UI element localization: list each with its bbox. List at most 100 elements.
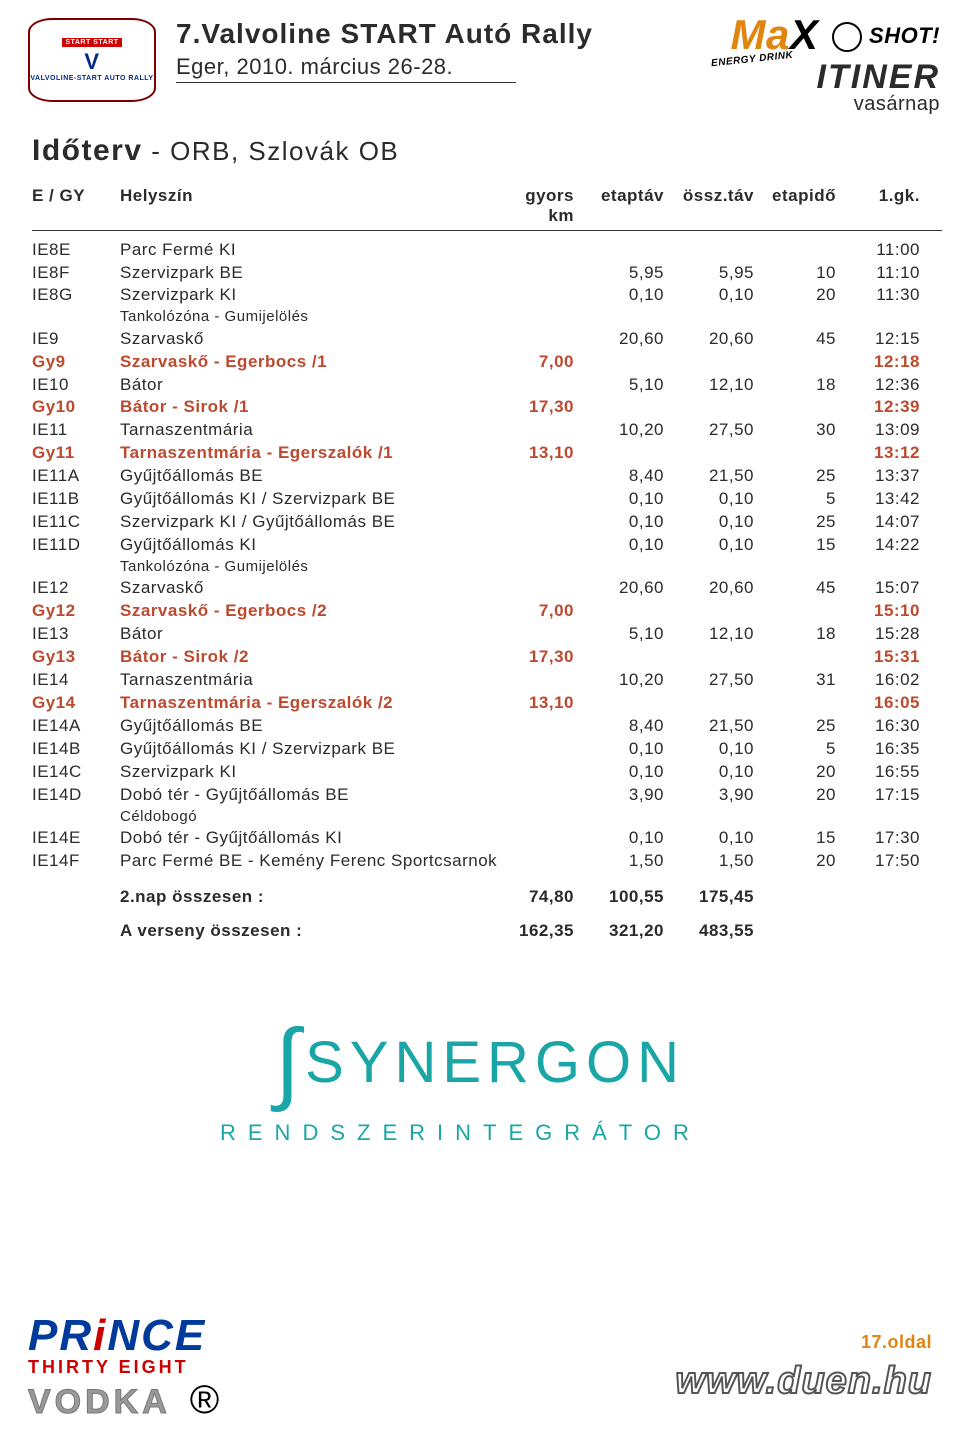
cell-gy	[500, 761, 590, 784]
rally-logo: START START V VALVOLINE-START AUTO RALLY	[28, 18, 156, 102]
cell-et: 0,10	[590, 827, 680, 850]
cell-gk: 11:30	[850, 284, 920, 307]
logo-v: V	[84, 49, 99, 75]
table-body: IE8EParc Fermé KI11:00IE8FSzervizpark BE…	[32, 239, 942, 873]
cell-os	[680, 692, 770, 715]
cell-os: 1,50	[680, 850, 770, 873]
table-row: IE11BGyűjtőállomás KI / Szervizpark BE0,…	[32, 488, 942, 511]
synergon-name: SYNERGON	[305, 1029, 685, 1096]
cell-loc: Gyűjtőállomás BE	[120, 715, 500, 738]
cell-loc: Szarvaskő	[120, 328, 500, 351]
cell-gk: 15:10	[850, 600, 920, 623]
itiner-logo: ITINER	[817, 58, 940, 97]
table-row: IE13Bátor5,1012,101815:28	[32, 623, 942, 646]
shot-logo: SHOT!	[832, 22, 940, 52]
cell-gy	[500, 374, 590, 397]
cell-loc: Gyűjtőállomás BE	[120, 465, 500, 488]
cell-code: IE14F	[32, 850, 120, 873]
cell-gy	[500, 284, 590, 307]
cell-gk: 17:50	[850, 850, 920, 873]
prince-logo: PRiNCE	[28, 1311, 932, 1361]
cell-gk: 16:55	[850, 761, 920, 784]
cell-et	[590, 600, 680, 623]
cell-ei: 18	[770, 374, 850, 397]
cell-os: 5,95	[680, 262, 770, 285]
cell-code: IE14E	[32, 827, 120, 850]
cell-ei	[770, 692, 850, 715]
table-row: IE11Tarnaszentmária10,2027,503013:09	[32, 419, 942, 442]
cell-gy	[500, 488, 590, 511]
cell-os	[680, 646, 770, 669]
cell-et: 0,10	[590, 284, 680, 307]
cell-os	[680, 442, 770, 465]
cell-ei: 25	[770, 465, 850, 488]
cell-et	[590, 646, 680, 669]
cell-gy	[500, 534, 590, 557]
cell-et	[590, 351, 680, 374]
cell-gk: 17:15	[850, 784, 920, 807]
row-note: Tankolózóna - Gumijelölés	[120, 557, 942, 577]
cell-gk: 13:42	[850, 488, 920, 511]
cell-loc: Szarvaskő - Egerbocs /1	[120, 351, 500, 374]
cell-gk: 16:30	[850, 715, 920, 738]
table-header: E / GY Helyszín gyors km etaptáv össz.tá…	[32, 186, 942, 231]
cell-ei	[770, 396, 850, 419]
cell-et: 10,20	[590, 419, 680, 442]
swoosh-icon: ∫	[275, 1011, 300, 1114]
cell-loc: Gyűjtőállomás KI / Szervizpark BE	[120, 738, 500, 761]
table-row: IE10Bátor5,1012,101812:36	[32, 374, 942, 397]
cell-gy: 17,30	[500, 396, 590, 419]
summary-total: A verseny összesen : 162,35 321,20 483,5…	[32, 921, 942, 941]
page-number: 17.oldal	[861, 1332, 932, 1353]
table-row: IE14Tarnaszentmária10,2027,503116:02	[32, 669, 942, 692]
cell-loc: Gyűjtőállomás KI	[120, 534, 500, 557]
registered-icon: ®	[190, 1378, 220, 1422]
cell-gy: 7,00	[500, 600, 590, 623]
cell-loc: Szervizpark BE	[120, 262, 500, 285]
cell-os: 12,10	[680, 374, 770, 397]
table-row: IE12Szarvaskő20,6020,604515:07	[32, 577, 942, 600]
cell-code: Gy12	[32, 600, 120, 623]
cell-os	[680, 239, 770, 262]
cell-gy	[500, 465, 590, 488]
cell-os: 0,10	[680, 761, 770, 784]
cell-loc: Parc Fermé KI	[120, 239, 500, 262]
cell-code: IE13	[32, 623, 120, 646]
cell-loc: Tarnaszentmária - Egerszalók /2	[120, 692, 500, 715]
table-row: IE14FParc Fermé BE - Kemény Ferenc Sport…	[32, 850, 942, 873]
cell-gk: 12:18	[850, 351, 920, 374]
cell-gy: 17,30	[500, 646, 590, 669]
table-row: Gy14Tarnaszentmária - Egerszalók /213,10…	[32, 692, 942, 715]
cell-gy	[500, 623, 590, 646]
cell-gk: 13:37	[850, 465, 920, 488]
footer: PRiNCE THIRTY EIGHT VODKA ® 17.oldal www…	[0, 1311, 960, 1423]
cell-ei: 45	[770, 328, 850, 351]
synergon-logo: ∫ SYNERGON RENDSZERINTEGRÁTOR	[0, 1011, 960, 1146]
cell-code: Gy11	[32, 442, 120, 465]
cell-et: 0,10	[590, 761, 680, 784]
cell-ei	[770, 442, 850, 465]
cell-gy	[500, 738, 590, 761]
cell-gy: 13,10	[500, 692, 590, 715]
cell-ei: 20	[770, 850, 850, 873]
cell-gy	[500, 577, 590, 600]
row-note: Céldobogó	[120, 807, 942, 827]
cell-code: IE8F	[32, 262, 120, 285]
cell-os: 0,10	[680, 284, 770, 307]
header: START START V VALVOLINE-START AUTO RALLY…	[0, 0, 960, 116]
synergon-sub: RENDSZERINTEGRÁTOR	[220, 1120, 960, 1146]
cell-code: IE8E	[32, 239, 120, 262]
table-row: IE8EParc Fermé KI11:00	[32, 239, 942, 262]
cell-os: 20,60	[680, 577, 770, 600]
col-et: etaptáv	[590, 186, 680, 226]
row-note: Tankolózóna - Gumijelölés	[120, 307, 942, 327]
cell-gk: 15:07	[850, 577, 920, 600]
cell-code: IE11A	[32, 465, 120, 488]
cell-os: 0,10	[680, 534, 770, 557]
cell-code: IE10	[32, 374, 120, 397]
cell-ei: 31	[770, 669, 850, 692]
target-icon	[832, 22, 862, 52]
cell-et: 0,10	[590, 534, 680, 557]
cell-gk: 15:31	[850, 646, 920, 669]
sponsor-logos: MaX ENERGY DRINK SHOT! ITINER vasárnap	[731, 18, 940, 116]
